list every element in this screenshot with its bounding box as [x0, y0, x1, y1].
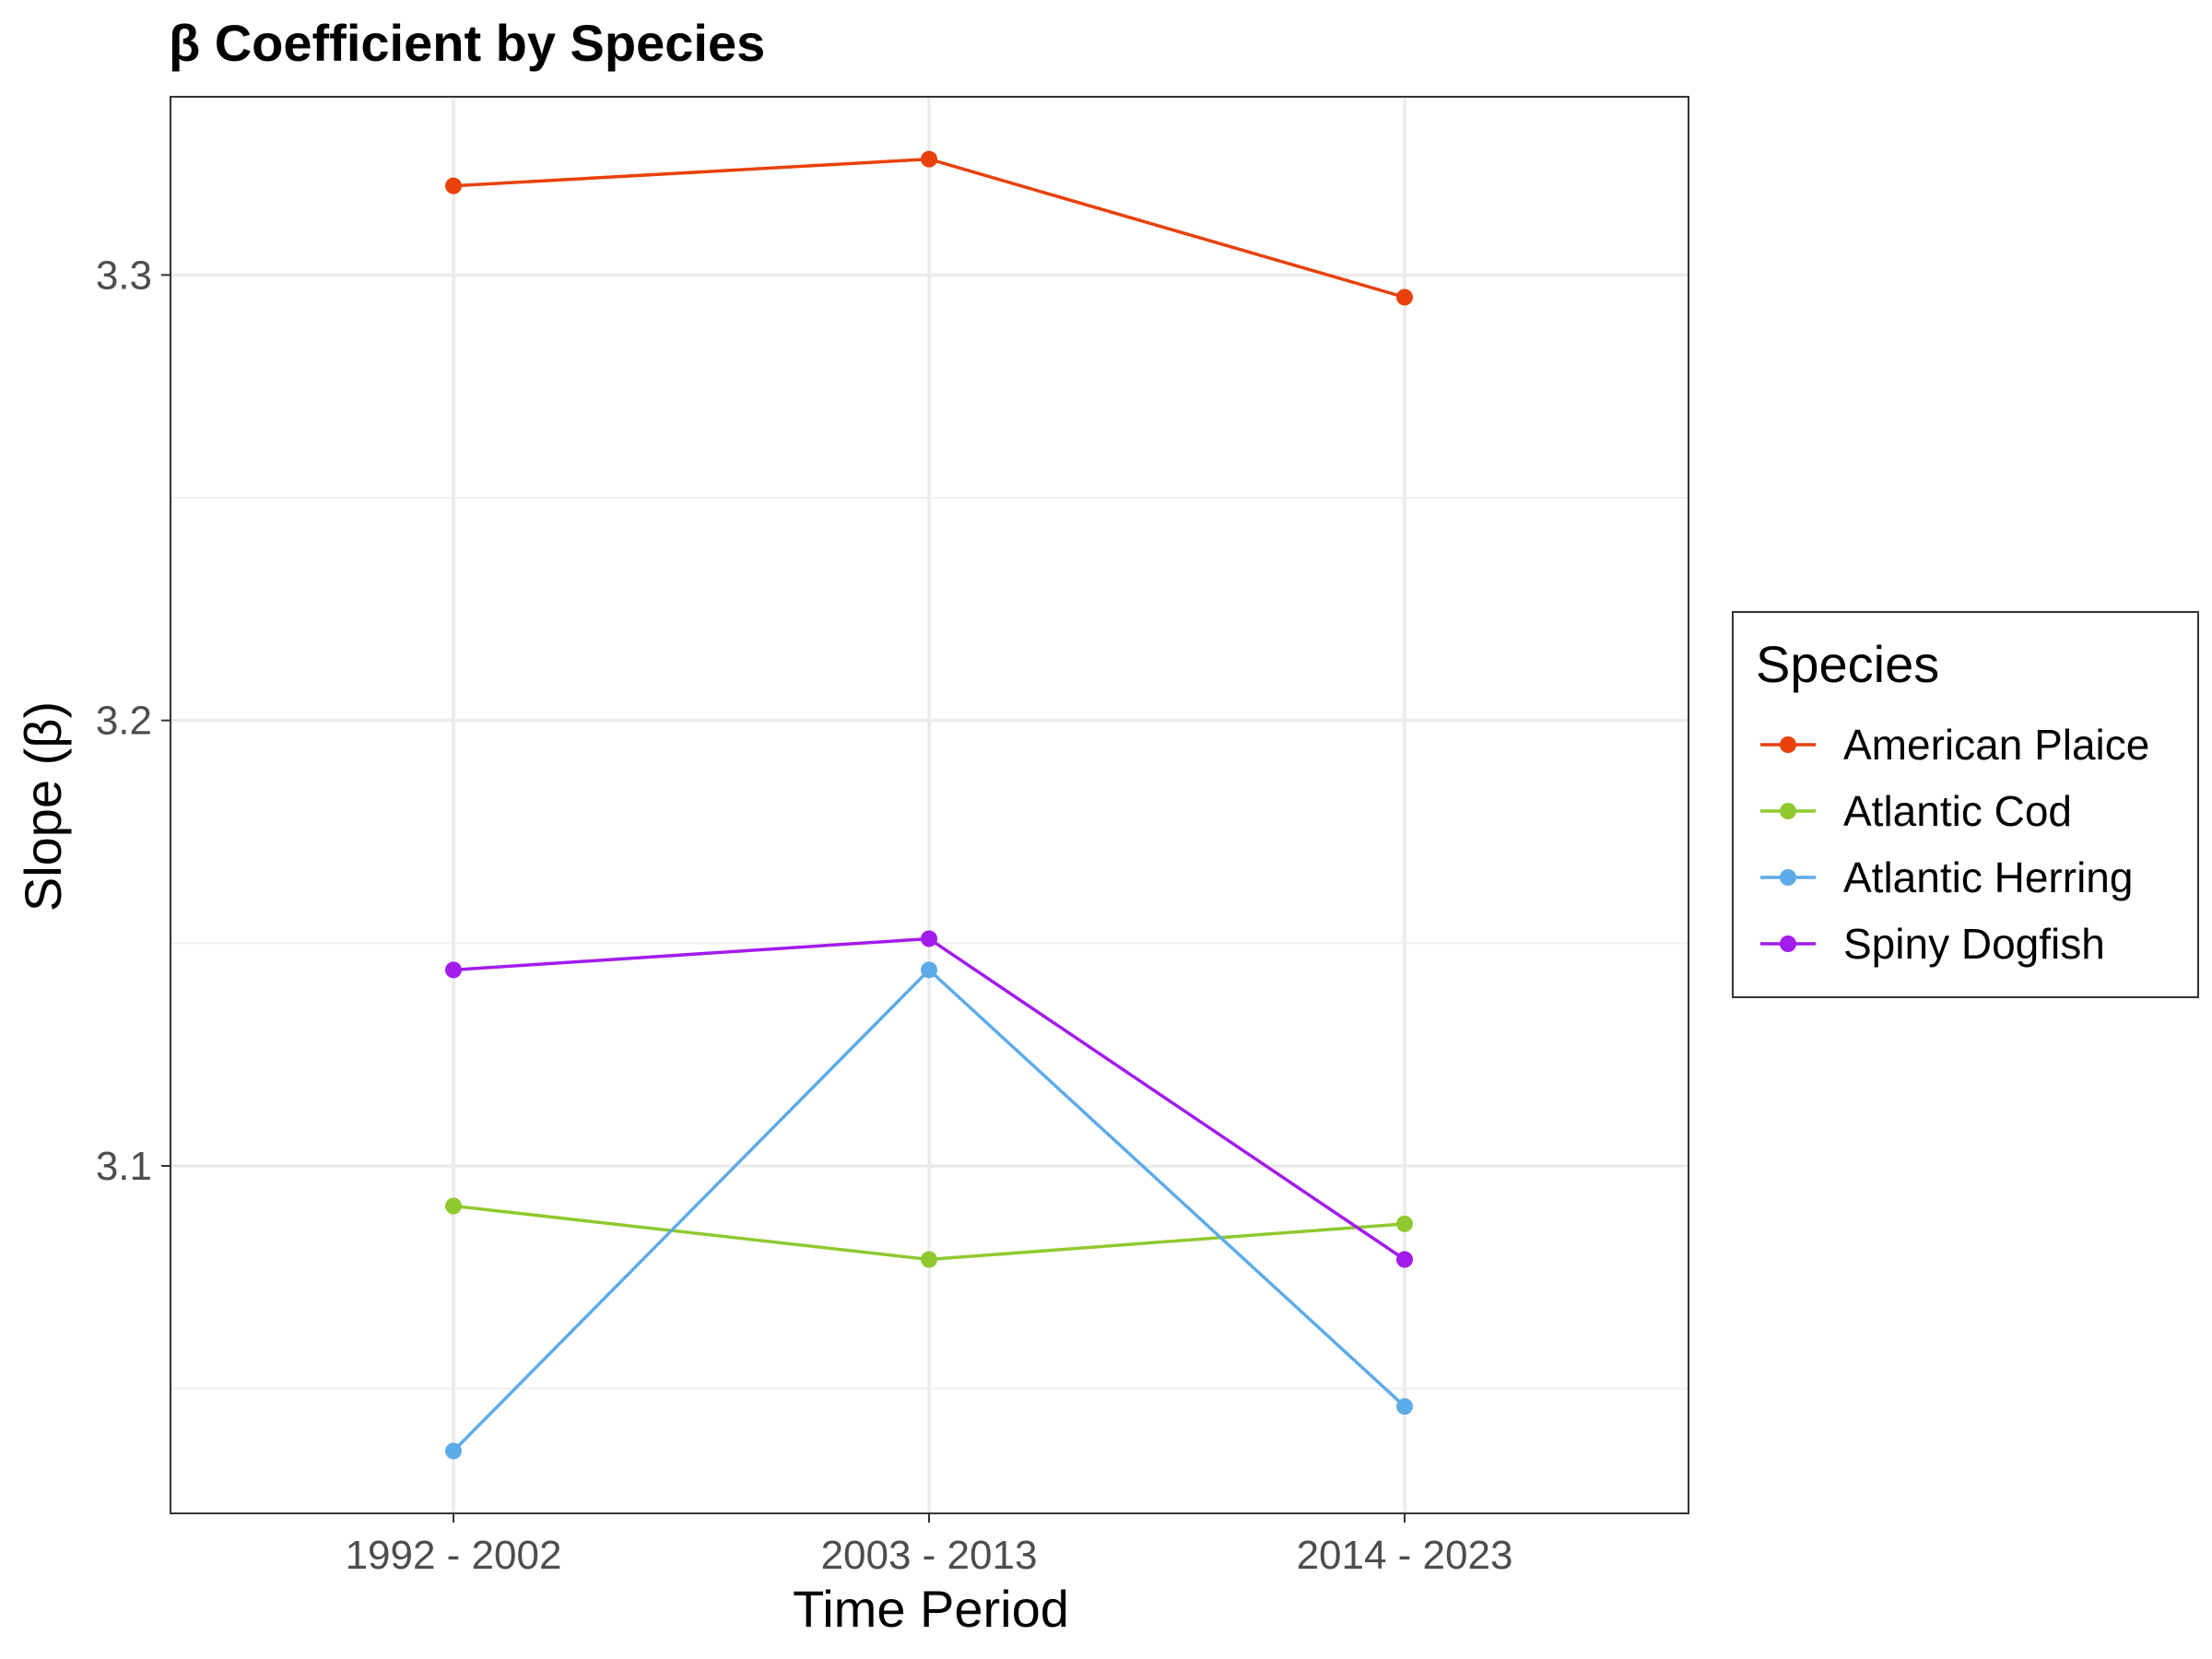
legend-title: Species: [1756, 635, 1939, 693]
legend-box: [1732, 611, 2199, 998]
data-point: [921, 1251, 937, 1268]
legend-label: American Plaice: [1843, 721, 2149, 769]
legend-item: Atlantic Cod: [1760, 787, 2072, 835]
chart-title: β Coefficient by Species: [169, 14, 765, 72]
x-tick-label: 2014 - 2023: [1297, 1533, 1513, 1578]
data-point: [1396, 1251, 1413, 1268]
data-point: [445, 177, 462, 194]
x-tick-label: 2003 - 2013: [821, 1533, 1038, 1578]
legend-label: Atlantic Herring: [1843, 853, 2133, 901]
legend-label: Spiny Dogfish: [1843, 920, 2105, 968]
data-point: [445, 1197, 462, 1215]
y-tick-label: 3.2: [96, 699, 152, 744]
legend-item: Atlantic Herring: [1760, 853, 2133, 901]
series-american-plaice: [445, 150, 1413, 306]
x-tick-label: 1992 - 2002: [346, 1533, 562, 1578]
legend-label: Atlantic Cod: [1843, 787, 2072, 835]
data-point: [1396, 288, 1413, 306]
legend: Species American Plaice Atlantic Cod Atlant…: [1732, 611, 2199, 998]
y-tick-label: 3.1: [96, 1144, 152, 1189]
legend-key-point: [1780, 869, 1796, 886]
series-atlantic-herring: [445, 961, 1413, 1460]
x-axis-title: Time Period: [793, 1580, 1069, 1638]
axes: 3.1 3.2 3.3 1992 - 2002 2003 - 2013 2014 - 20…: [96, 96, 1689, 1578]
legend-key-point: [1780, 736, 1796, 753]
legend-item: American Plaice: [1760, 721, 2149, 769]
y-tick-label: 3.3: [96, 253, 152, 298]
y-axis-title: Slope (β): [14, 701, 72, 912]
legend-key-point: [1780, 803, 1796, 819]
data-point: [921, 150, 937, 168]
data-point: [1396, 1215, 1413, 1232]
data-point: [921, 961, 937, 979]
plot-area: [171, 97, 1688, 1513]
legend-item: Spiny Dogfish: [1760, 920, 2105, 968]
legend-key-point: [1780, 935, 1796, 952]
series-spiny-dogfish: [445, 930, 1413, 1268]
data-point: [921, 930, 937, 947]
data-point: [1396, 1398, 1413, 1415]
data-point: [445, 961, 462, 979]
series-atlantic-cod: [445, 1197, 1413, 1268]
data-point: [445, 1442, 462, 1460]
